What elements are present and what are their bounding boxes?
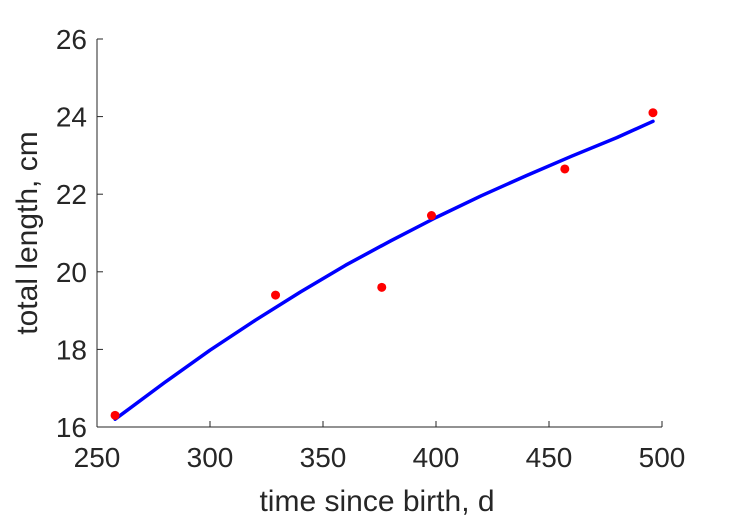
x-tick-label: 300 <box>187 442 234 473</box>
y-tick-label: 24 <box>56 102 87 133</box>
data-point <box>110 410 120 420</box>
y-tick-label: 22 <box>56 179 87 210</box>
x-ticks: 250 300 350 400 450 500 <box>74 421 686 473</box>
x-tick-label: 400 <box>413 442 460 473</box>
y-tick-label: 26 <box>56 24 87 55</box>
data-point <box>271 290 281 300</box>
x-tick-label: 250 <box>74 442 121 473</box>
series-layer <box>110 108 658 421</box>
fit-curve <box>113 119 655 421</box>
x-tick-label: 500 <box>639 442 686 473</box>
y-tick-label: 16 <box>56 412 87 443</box>
x-axis-label: time since birth, d <box>259 485 494 518</box>
data-point <box>426 211 436 221</box>
x-tick-label: 350 <box>300 442 347 473</box>
data-point <box>648 108 658 118</box>
plot-area: 250 300 350 400 450 500 16 18 20 22 24 26 <box>56 24 686 473</box>
data-point <box>377 282 387 292</box>
data-point <box>560 164 570 174</box>
x-tick-label: 450 <box>526 442 573 473</box>
y-axis-label: total length, cm <box>11 131 44 334</box>
y-tick-label: 20 <box>56 257 87 288</box>
y-tick-label: 18 <box>56 334 87 365</box>
y-ticks: 16 18 20 22 24 26 <box>56 24 103 443</box>
